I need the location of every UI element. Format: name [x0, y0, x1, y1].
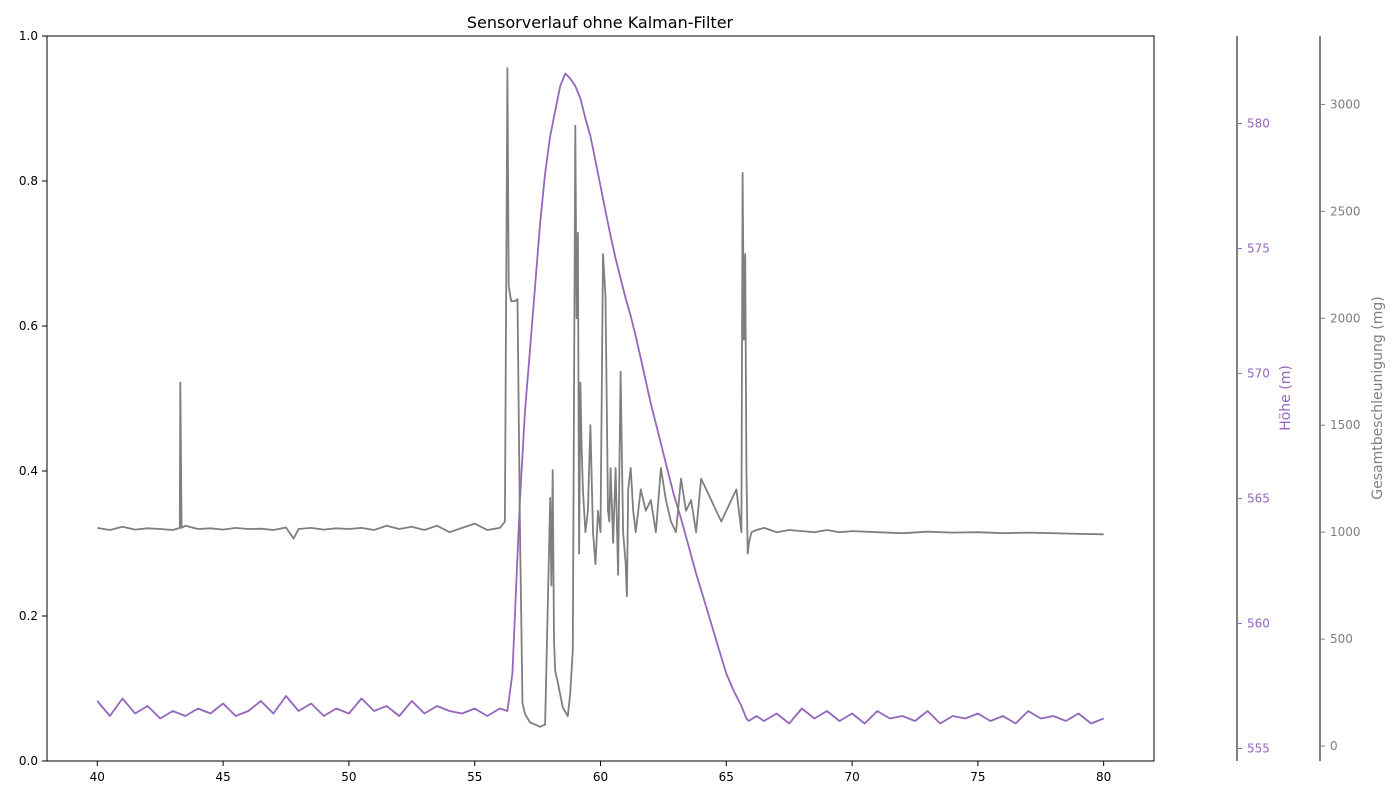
- x-tick-label: 65: [719, 770, 734, 784]
- altitude-tick-label: 575: [1247, 242, 1270, 256]
- altitude-tick-label: 555: [1247, 742, 1270, 756]
- x-tick-label: 70: [844, 770, 859, 784]
- acceleration-tick-label: 500: [1330, 632, 1353, 646]
- x-tick-label: 40: [90, 770, 105, 784]
- acceleration-tick-label: 1500: [1330, 418, 1361, 432]
- altitude-tick-label: 565: [1247, 492, 1270, 506]
- y-left-tick-label: 0.2: [19, 609, 38, 623]
- x-tick-label: 80: [1096, 770, 1111, 784]
- y-left-tick-label: 0.8: [19, 174, 38, 188]
- altitude-axis: 555 560 565 570 575 580: [1237, 117, 1270, 756]
- acceleration-axis: 0 500 1000 1500 2000 2500 3000: [1320, 97, 1361, 753]
- acceleration-axis-label: Gesamtbeschleunigung (mg): [1370, 296, 1386, 499]
- y-left-tick-label: 0.4: [19, 464, 38, 478]
- acceleration-tick-label: 1000: [1330, 525, 1361, 539]
- acceleration-tick-label: 3000: [1330, 97, 1361, 111]
- altitude-tick-label: 560: [1247, 617, 1270, 631]
- series-layer: [96, 67, 1105, 728]
- acceleration-tick-label: 2000: [1330, 311, 1361, 325]
- altitude-tick-label: 570: [1247, 367, 1270, 381]
- altitude-tick-label: 580: [1247, 117, 1270, 131]
- y-left-tick-label: 0.0: [19, 754, 38, 768]
- acceleration-tick-label: 2500: [1330, 204, 1361, 218]
- acceleration-series-line: [97, 67, 1104, 728]
- x-tick-label: 55: [467, 770, 482, 784]
- x-tick-label: 45: [215, 770, 230, 784]
- chart-title: Sensorverlauf ohne Kalman-Filter: [467, 13, 734, 32]
- y-left-tick-label: 0.6: [19, 319, 38, 333]
- x-tick-label: 50: [341, 770, 356, 784]
- y-left-axis: 0.0 0.2 0.4 0.6 0.8 1.0: [19, 29, 47, 768]
- altitude-series-line: [96, 72, 1105, 725]
- y-left-tick-label: 1.0: [19, 29, 38, 43]
- x-tick-label: 75: [970, 770, 985, 784]
- x-axis: 40 45 50 55 60 65 70 75 80: [90, 761, 1111, 784]
- altitude-axis-label: Höhe (m): [1278, 365, 1294, 431]
- x-tick-label: 60: [593, 770, 608, 784]
- acceleration-tick-label: 0: [1330, 739, 1338, 753]
